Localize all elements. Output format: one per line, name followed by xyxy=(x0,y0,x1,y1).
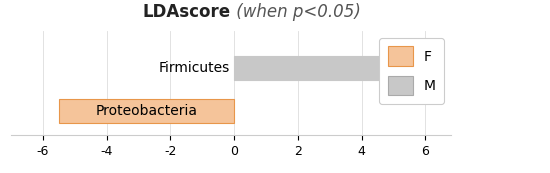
Bar xyxy=(59,99,234,123)
Text: LDAscore: LDAscore xyxy=(143,3,231,21)
Legend: F, M: F, M xyxy=(379,38,444,104)
Text: Proteobacteria: Proteobacteria xyxy=(96,104,197,118)
Bar xyxy=(234,56,410,80)
Text: Firmicutes: Firmicutes xyxy=(158,61,229,75)
Text: (when p<0.05): (when p<0.05) xyxy=(231,3,361,21)
